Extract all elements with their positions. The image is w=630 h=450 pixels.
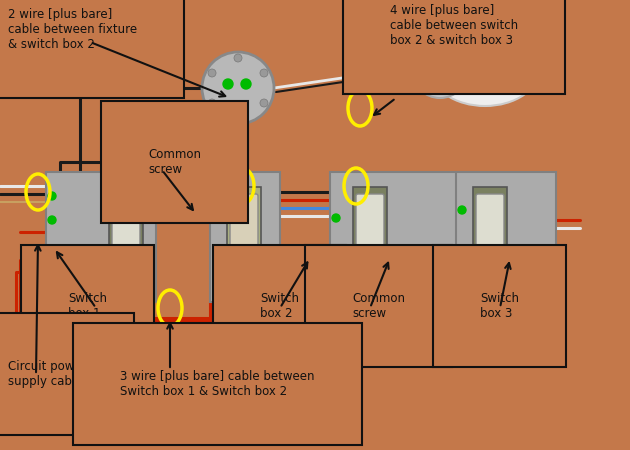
Ellipse shape — [430, 30, 540, 106]
Circle shape — [234, 114, 242, 122]
FancyBboxPatch shape — [353, 187, 387, 289]
FancyBboxPatch shape — [456, 172, 556, 302]
Circle shape — [458, 206, 466, 214]
Circle shape — [412, 42, 468, 98]
Text: 2 wire [plus bare]
cable between fixture
& switch box 2: 2 wire [plus bare] cable between fixture… — [8, 8, 137, 51]
FancyBboxPatch shape — [112, 194, 140, 282]
Text: Switch
box 2: Switch box 2 — [260, 292, 299, 320]
Circle shape — [208, 69, 216, 77]
Text: Common
screw: Common screw — [352, 292, 405, 320]
FancyBboxPatch shape — [46, 172, 156, 302]
Circle shape — [332, 214, 340, 222]
FancyBboxPatch shape — [330, 172, 478, 302]
Circle shape — [260, 99, 268, 107]
FancyBboxPatch shape — [473, 187, 507, 289]
Text: Switch
box 3: Switch box 3 — [480, 292, 519, 320]
Circle shape — [208, 99, 216, 107]
FancyBboxPatch shape — [476, 194, 504, 282]
Circle shape — [48, 192, 56, 200]
FancyBboxPatch shape — [210, 172, 280, 302]
Circle shape — [260, 69, 268, 77]
FancyBboxPatch shape — [230, 194, 258, 282]
Circle shape — [234, 54, 242, 62]
FancyBboxPatch shape — [227, 187, 261, 289]
Text: Switch
box 1: Switch box 1 — [68, 292, 107, 320]
FancyBboxPatch shape — [109, 187, 143, 289]
Circle shape — [223, 79, 233, 89]
Text: 3 wire [plus bare] cable between
Switch box 1 & Switch box 2: 3 wire [plus bare] cable between Switch … — [120, 370, 314, 398]
Text: 4 wire [plus bare]
cable between switch
box 2 & switch box 3: 4 wire [plus bare] cable between switch … — [390, 4, 518, 47]
Circle shape — [48, 216, 56, 224]
Text: Circuit power
supply cable: Circuit power supply cable — [8, 360, 87, 388]
FancyBboxPatch shape — [356, 194, 384, 282]
Circle shape — [202, 52, 274, 124]
Circle shape — [241, 79, 251, 89]
Text: Common
screw: Common screw — [148, 148, 201, 176]
